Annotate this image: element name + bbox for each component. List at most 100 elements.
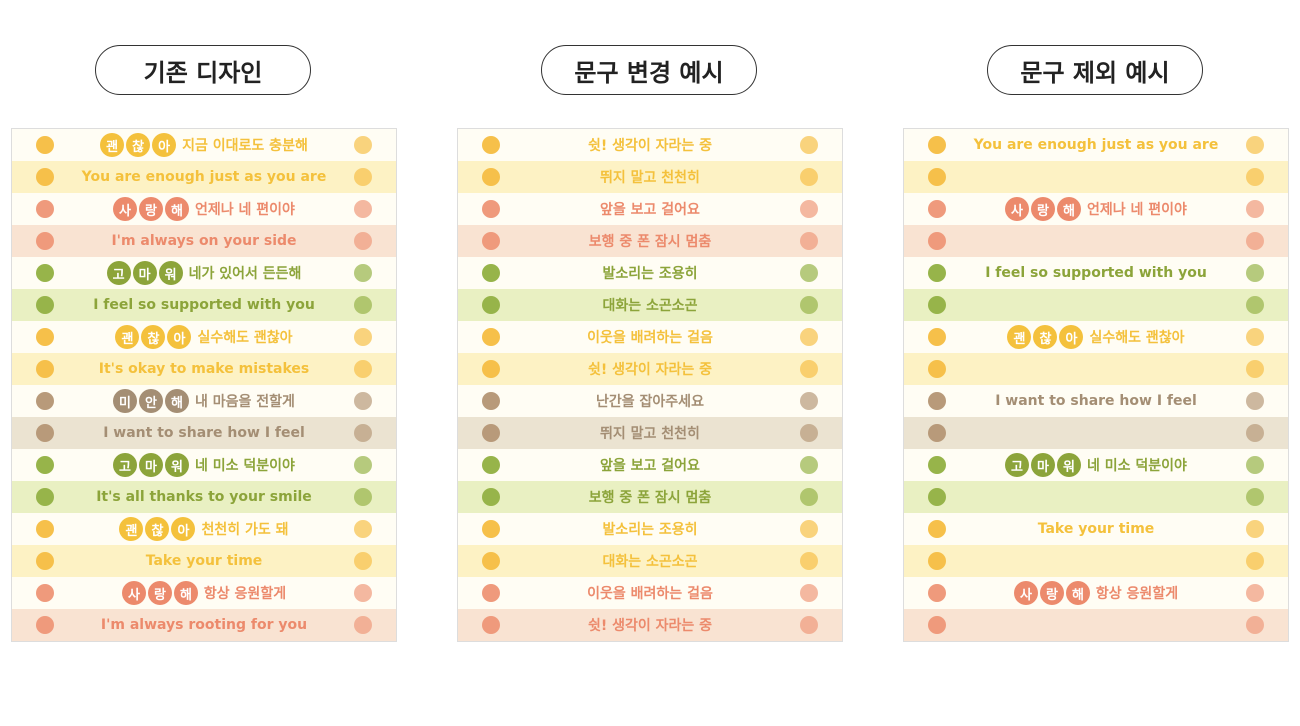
sticker-row: I want to share how I feel: [904, 385, 1288, 417]
icon: [354, 168, 372, 186]
icon: [800, 136, 818, 154]
row-text: 항상 응원할게: [1095, 586, 1179, 602]
icon: [354, 616, 372, 634]
icon: [354, 232, 372, 250]
sticker-row: [904, 417, 1288, 449]
row-text: 항상 응원할게: [203, 586, 287, 602]
icon: [354, 328, 372, 346]
icon: [800, 520, 818, 538]
sticker-row: You are enough just as you are: [12, 161, 396, 193]
sticker-row: 쉿! 생각이 자라는 중: [458, 129, 842, 161]
row-text: You are enough just as you are: [973, 137, 1219, 153]
sticker-row: [904, 481, 1288, 513]
icon: [800, 584, 818, 602]
sticker-row: [904, 545, 1288, 577]
sticker-row: [904, 289, 1288, 321]
row-text: It's okay to make mistakes: [98, 361, 310, 377]
sticker-row: 고 마 워 네가 있어서 든든해: [12, 257, 396, 289]
row-text: I want to share how I feel: [103, 425, 305, 441]
sticker-row: 앞을 보고 걸어요: [458, 193, 842, 225]
icon: [1246, 616, 1264, 634]
badge-char: 사: [113, 197, 138, 221]
sticker-row: 이웃을 배려하는 걸음: [458, 577, 842, 609]
sticker-row: 괜 찮 아 지금 이대로도 충분해: [12, 129, 396, 161]
icon: [1246, 296, 1264, 314]
badge-char: 괜: [100, 133, 125, 157]
row-text: 보행 중 폰 잠시 멈춤: [588, 490, 712, 506]
panel-title: 문구 변경 예시: [541, 45, 757, 95]
icon: [1246, 328, 1264, 346]
sticker-sheet: You are enough just as you are 사 랑 해 언제나 네 편…: [903, 128, 1289, 642]
sticker-row: 쉿! 생각이 자라는 중: [458, 609, 842, 641]
badge-char: 마: [132, 261, 157, 285]
icon: [928, 136, 946, 154]
row-text: 언제나 네 편이야: [1087, 202, 1187, 218]
icon: [928, 168, 946, 186]
icon: [1246, 360, 1264, 378]
row-text: I'm always rooting for you: [100, 617, 308, 633]
icon: [800, 232, 818, 250]
sticker-row: 보행 중 폰 잠시 멈춤: [458, 481, 842, 513]
icon: [1246, 488, 1264, 506]
icon: [482, 296, 500, 314]
badge-char: 찮: [126, 133, 151, 157]
badge-char: 안: [139, 389, 164, 413]
badge-char: 랑: [1039, 581, 1064, 605]
row-text: 실수해도 괜찮아: [1089, 330, 1185, 346]
badge-char: 해: [165, 197, 190, 221]
sticker-row: 사 랑 해 언제나 네 편이야: [904, 193, 1288, 225]
sticker-row: [904, 161, 1288, 193]
sticker-row: It's all thanks to your smile: [12, 481, 396, 513]
sticker-row: 뛰지 말고 천천히: [458, 161, 842, 193]
row-text: It's all thanks to your smile: [96, 489, 312, 505]
icon: [482, 616, 500, 634]
icon: [928, 552, 946, 570]
sticker-row: 난간을 잡아주세요: [458, 385, 842, 417]
row-text: 쉿! 생각이 자라는 중: [587, 618, 713, 634]
icon: [1246, 552, 1264, 570]
sticker-row: I'm always rooting for you: [12, 609, 396, 641]
icon: [36, 520, 54, 538]
icon: [354, 488, 372, 506]
row-text: Take your time: [145, 553, 263, 569]
row-text: 쉿! 생각이 자라는 중: [587, 362, 713, 378]
sticker-row: 괜 찮 아 실수해도 괜찮아: [904, 321, 1288, 353]
sticker-row: You are enough just as you are: [904, 129, 1288, 161]
badge-char: 사: [121, 581, 146, 605]
row-text: 쉿! 생각이 자라는 중: [587, 138, 713, 154]
icon: [800, 328, 818, 346]
icon: [482, 520, 500, 538]
icon: [928, 360, 946, 378]
sticker-row: 사 랑 해 항상 응원할게: [904, 577, 1288, 609]
icon: [928, 232, 946, 250]
badge-char: 고: [106, 261, 131, 285]
icon: [928, 520, 946, 538]
icon: [482, 136, 500, 154]
icon: [482, 328, 500, 346]
icon: [482, 168, 500, 186]
badge-char: 괜: [115, 325, 140, 349]
badge-char: 해: [1057, 197, 1082, 221]
sticker-row: [904, 609, 1288, 641]
icon: [354, 424, 372, 442]
icon: [36, 136, 54, 154]
icon: [1246, 456, 1264, 474]
sticker-row: I'm always on your side: [12, 225, 396, 257]
icon: [36, 616, 54, 634]
sticker-row: 발소리는 조용히: [458, 257, 842, 289]
icon: [800, 360, 818, 378]
icon: [928, 328, 946, 346]
icon: [482, 200, 500, 218]
badge-char: 사: [1013, 581, 1038, 605]
badge-char: 해: [165, 389, 190, 413]
sticker-row: It's okay to make mistakes: [12, 353, 396, 385]
icon: [482, 424, 500, 442]
icon: [1246, 424, 1264, 442]
